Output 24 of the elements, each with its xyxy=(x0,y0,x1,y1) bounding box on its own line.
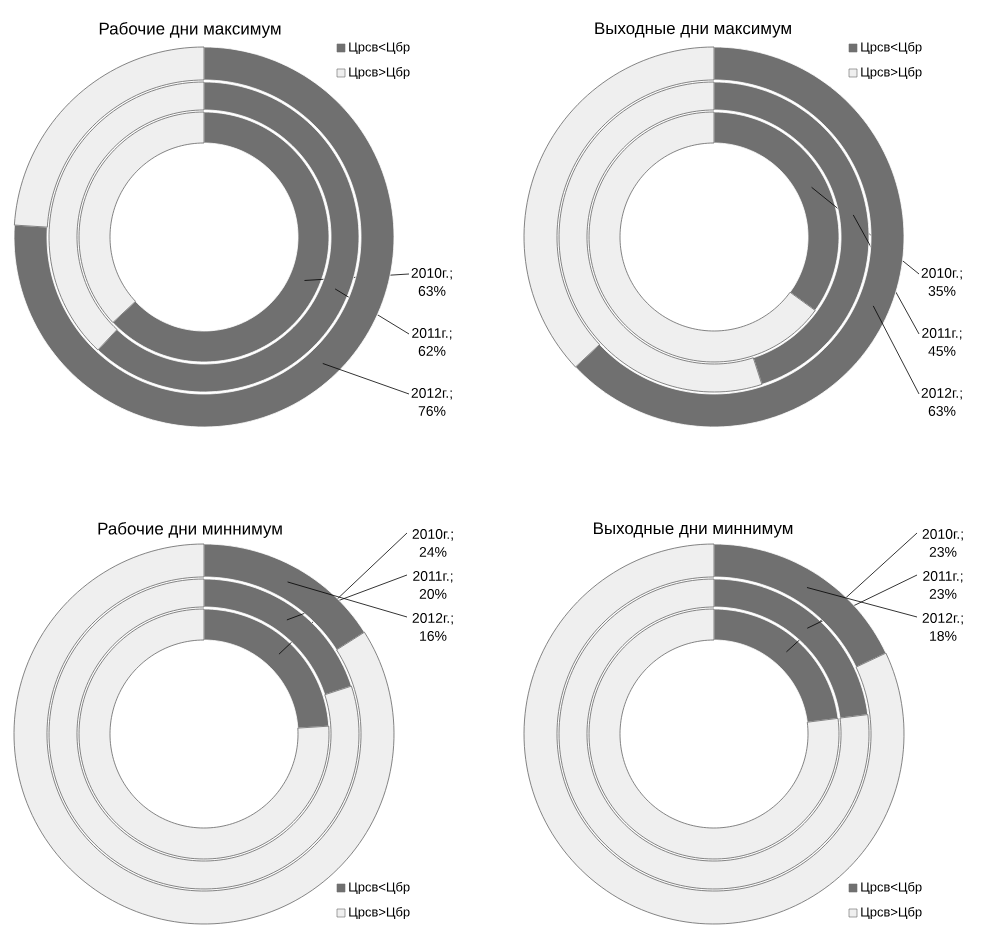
legend-label: Црсв>Цбр xyxy=(349,906,410,920)
legend-label: Црсв<Цбр xyxy=(349,41,410,55)
chart-title: Выходные дни миннимум xyxy=(594,522,793,538)
legend-label: Црсв>Цбр xyxy=(861,66,922,80)
chart-title: Рабочие дни миннимум xyxy=(98,522,282,538)
legend-label: Црсв<Цбр xyxy=(349,881,410,895)
legend-label: Црсв<Цбр xyxy=(861,41,922,55)
data-label: 2011г.; 62% xyxy=(412,328,452,356)
data-label: 2010г.; 63% xyxy=(411,268,452,296)
legend-label: Црсв>Цбр xyxy=(861,906,922,920)
data-label: 2012г.; 63% xyxy=(921,388,962,416)
data-label: 2010г.; 35% xyxy=(921,268,962,296)
data-label: 2011г.; 45% xyxy=(922,328,962,356)
data-label: 2010г.; 23% xyxy=(922,529,963,557)
data-label: 2012г.; 16% xyxy=(412,613,453,641)
legend-label: Црсв<Цбр xyxy=(861,881,922,895)
data-label: 2011г.; 20% xyxy=(413,571,453,599)
legend-label: Црсв>Цбр xyxy=(349,66,410,80)
data-label: 2012г.; 76% xyxy=(411,388,452,416)
data-label: 2011г.; 23% xyxy=(923,571,963,599)
chart-title: Рабочие дни максимум xyxy=(99,22,281,38)
data-label: 2010г.; 24% xyxy=(412,529,453,557)
chart-title: Выходные дни максимум xyxy=(595,22,791,38)
data-label: 2012г.; 18% xyxy=(922,613,963,641)
